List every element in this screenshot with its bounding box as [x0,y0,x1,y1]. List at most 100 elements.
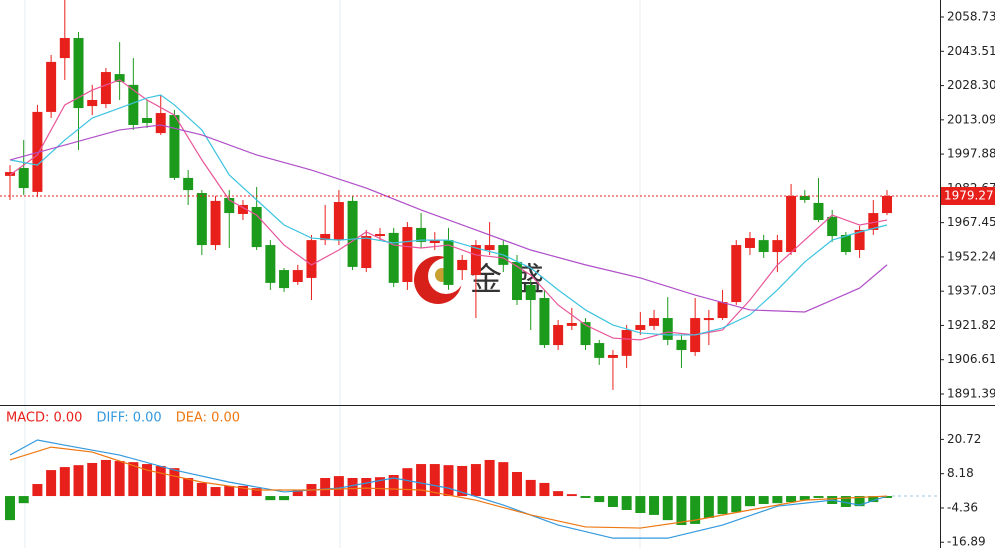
candle-body [155,113,166,134]
macd-bar [717,496,728,515]
candle-body [744,238,755,248]
candle-body [607,354,618,358]
grid [24,0,641,548]
candle-body [251,206,262,248]
candle-body [374,234,385,237]
macd-bar [265,496,276,501]
macd-bar [566,494,577,497]
macd-bar [416,464,427,497]
candle-body [676,339,687,351]
macd-bar [553,491,564,497]
macd-bar [813,496,824,498]
candle-body [5,172,15,176]
macd-bar [361,478,372,497]
macd-bar [429,464,440,497]
macd-bar [333,476,344,497]
macd-bar [443,465,454,497]
macd-bar [676,496,687,526]
y-tick-label: 2043.51 [947,44,995,58]
candle-body [553,325,564,346]
candle-body [484,245,495,251]
candle-body [868,213,879,230]
macd-bar [251,488,262,497]
macd-bar [703,496,714,518]
macd-bar [114,461,125,497]
candle-body [73,38,84,109]
candle-body [703,318,714,321]
macd-bar [854,496,865,507]
macd-bar [5,496,15,521]
candle-body [196,193,207,246]
macd-bar [169,468,180,497]
macd-bar [142,464,153,497]
macd-bar [73,465,84,497]
macd-bar [224,485,235,497]
macd-bar [279,496,290,501]
macd-bar [786,496,797,503]
ma-line [9,94,888,336]
macd-bar [594,496,605,503]
macd-bar [607,496,618,507]
y-tick-label: 1937.03 [947,284,995,298]
macd-bar [649,496,660,515]
candle-body [142,117,153,123]
y-tick-label: 1921.82 [947,318,995,332]
macd-bar [772,496,783,504]
macd-bar [470,464,481,497]
y-tick-label: 1967.45 [947,215,995,229]
macd-bar [18,496,29,504]
macd-bar [758,496,769,504]
macd-bar [374,477,385,497]
y-tick-label: 1952.24 [947,249,995,263]
candle-body [854,229,865,251]
candle-body [333,202,344,241]
macd-bar [539,482,550,497]
candle-body [580,322,591,346]
candle-body [279,270,290,289]
candle-body [512,261,523,301]
candle-body [224,197,235,214]
candle-body [882,196,892,214]
candle-body [662,318,673,340]
candle-body [59,38,70,59]
macd-bar [237,485,248,497]
candle-body [237,204,248,214]
y-tick-label: -4.36 [947,500,978,514]
candle-body [306,240,317,278]
candle-body [361,236,372,269]
y-tick-label: 2058.73 [947,10,995,24]
candle-body [169,115,180,178]
macd-bar [840,496,851,507]
macd-bar [100,459,111,497]
macd-bar [183,478,194,497]
macd-bar [46,470,57,497]
y-tick-label: 2028.30 [947,78,995,92]
candle-body [731,245,742,303]
candle-body [840,234,851,253]
macd-bar [690,496,701,524]
macd-bar [868,496,879,503]
candle-body [388,232,399,283]
macd-bar [457,465,468,497]
candle-body [470,245,481,276]
candle-body [265,245,276,283]
candle-body [525,284,536,301]
macd-bar [32,484,43,497]
macd-bar [799,496,810,501]
candle-body [443,240,454,285]
candle-body [813,202,824,221]
candle-body [402,227,413,282]
candle-body [621,329,632,356]
macd-bar [882,496,892,498]
ma-line [9,124,888,313]
candle-body [46,61,57,112]
macd-bar [196,482,207,497]
y-tick-label: -16.89 [947,535,986,548]
legend-entry: MACD: 0.00 [6,411,82,426]
macd-bar [210,487,221,497]
candle-body [827,216,838,237]
y-tick-label: 1997.88 [947,147,995,161]
last-price-label: 1979.27 [944,189,994,203]
macd-bar [155,465,166,497]
